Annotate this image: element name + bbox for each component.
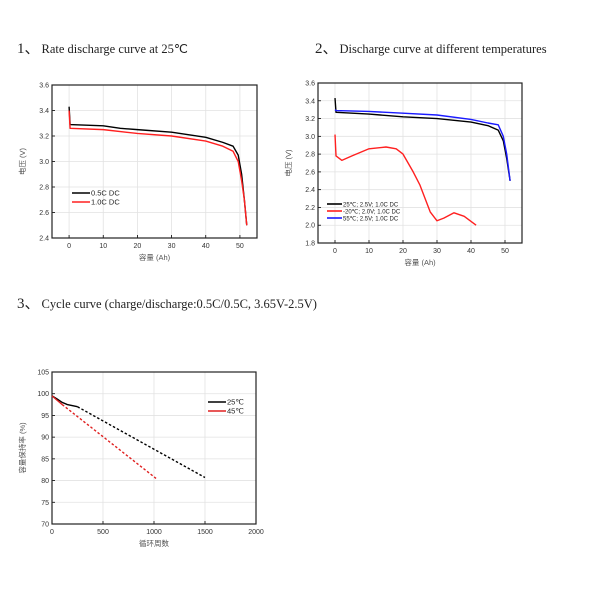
section-title-1: 1、 Rate discharge curve at 25℃ (17, 37, 188, 58)
chart-1: 0 10 20 30 40 50 2.4 2.6 2.8 3.0 3.2 3.4 3.6 容量 (Ah) 电… (17, 83, 258, 262)
chart-3: 0 500 1000 1500 2000 70 75 80 85 90 95 100 105 循环周数 容量… (17, 370, 264, 549)
series-line (334, 98, 511, 181)
y-tick-label: 90 (41, 435, 49, 442)
series-line-solid (51, 395, 78, 408)
section-title-2: 2、 Discharge curve at different temperatu… (315, 37, 547, 58)
y-axis-label: 容量保持率 (%) (17, 422, 27, 474)
section-number: 2、 (315, 41, 338, 57)
y-tick-label: 3.6 (39, 83, 49, 90)
section-title-text: Rate discharge curve at 25℃ (41, 42, 188, 56)
x-axis-label: 容量 (Ah) (139, 252, 171, 262)
x-axis-label: 循环周数 (139, 538, 169, 548)
y-tick-label: 2.4 (39, 236, 49, 243)
y-axis-label: 电压 (V) (283, 149, 293, 177)
x-axis-label: 容量 (Ah) (404, 257, 436, 267)
x-tick-label: 10 (99, 243, 107, 250)
x-tick-label: 20 (134, 243, 142, 250)
y-tick-label: 75 (41, 500, 49, 507)
y-tick-label: 2.4 (305, 187, 315, 194)
legend-label: 0.5C DC (91, 189, 120, 198)
legend-label: -20℃; 2.0V; 1.0C DC (343, 210, 401, 216)
x-tick-label: 1000 (146, 529, 162, 536)
y-tick-label: 3.6 (305, 81, 315, 88)
y-tick-label: 105 (37, 370, 49, 377)
x-tick-label: 500 (97, 529, 109, 536)
x-tick-label: 40 (467, 248, 475, 255)
section-title-3: 3、 Cycle curve (charge/discharge:0.5C/0.5… (17, 292, 317, 313)
y-tick-label: 2.6 (39, 210, 49, 217)
x-tick-label: 0 (67, 243, 71, 250)
y-tick-label: 2.2 (305, 205, 315, 212)
y-tick-label: 3.4 (305, 98, 315, 105)
x-tick-label: 0 (50, 529, 54, 536)
y-axis-label: 电压 (V) (17, 147, 27, 175)
y-tick-label: 3.2 (305, 116, 315, 123)
series-line (334, 134, 477, 226)
x-tick-label: 30 (168, 243, 176, 250)
y-tick-label: 2.0 (305, 223, 315, 230)
plot-frame (317, 82, 523, 244)
series-line-solid (51, 395, 63, 406)
section-title-text: Discharge curve at different temperature… (339, 42, 547, 56)
plot-frame (51, 84, 258, 239)
legend-label: 25℃; 2.5V; 1.0C DC (343, 203, 399, 209)
x-tick-label: 20 (399, 248, 407, 255)
y-tick-label: 2.8 (39, 185, 49, 192)
y-tick-label: 3.0 (39, 159, 49, 166)
section-number: 1、 (17, 41, 40, 57)
x-tick-label: 40 (202, 243, 210, 250)
y-tick-label: 100 (37, 391, 49, 398)
legend-label: 45℃ (227, 407, 244, 416)
section-number: 3、 (17, 296, 40, 312)
x-tick-label: 10 (365, 248, 373, 255)
x-tick-label: 2000 (248, 529, 264, 536)
y-tick-label: 85 (41, 456, 49, 463)
y-tick-label: 95 (41, 413, 49, 420)
series-line (68, 106, 248, 226)
legend-label: 25℃ (227, 398, 244, 407)
x-tick-label: 50 (236, 243, 244, 250)
y-tick-label: 2.6 (305, 169, 315, 176)
y-tick-label: 3.2 (39, 134, 49, 141)
y-tick-label: 3.4 (39, 108, 49, 115)
chart-2: 0 10 20 30 40 50 1.8 2.0 2.2 2.4 2.6 2.8 3.0 3.2 3.4 3.… (283, 81, 523, 267)
y-tick-label: 2.8 (305, 152, 315, 159)
x-tick-label: 0 (333, 248, 337, 255)
x-tick-label: 50 (501, 248, 509, 255)
section-title-text: Cycle curve (charge/discharge:0.5C/0.5C,… (41, 297, 317, 311)
legend-label: 55℃; 2.5V; 1.0C DC (343, 217, 399, 223)
y-tick-label: 3.0 (305, 134, 315, 141)
y-tick-label: 1.8 (305, 241, 315, 248)
y-tick-label: 80 (41, 478, 49, 485)
legend-label: 1.0C DC (91, 198, 120, 207)
plot-frame (51, 371, 257, 525)
series-line (334, 109, 511, 181)
series-line (68, 110, 248, 226)
series-line-dashed (77, 406, 206, 479)
x-tick-label: 30 (433, 248, 441, 255)
series-line-dashed (61, 404, 157, 479)
y-tick-label: 70 (41, 522, 49, 529)
x-tick-label: 1500 (197, 529, 213, 536)
